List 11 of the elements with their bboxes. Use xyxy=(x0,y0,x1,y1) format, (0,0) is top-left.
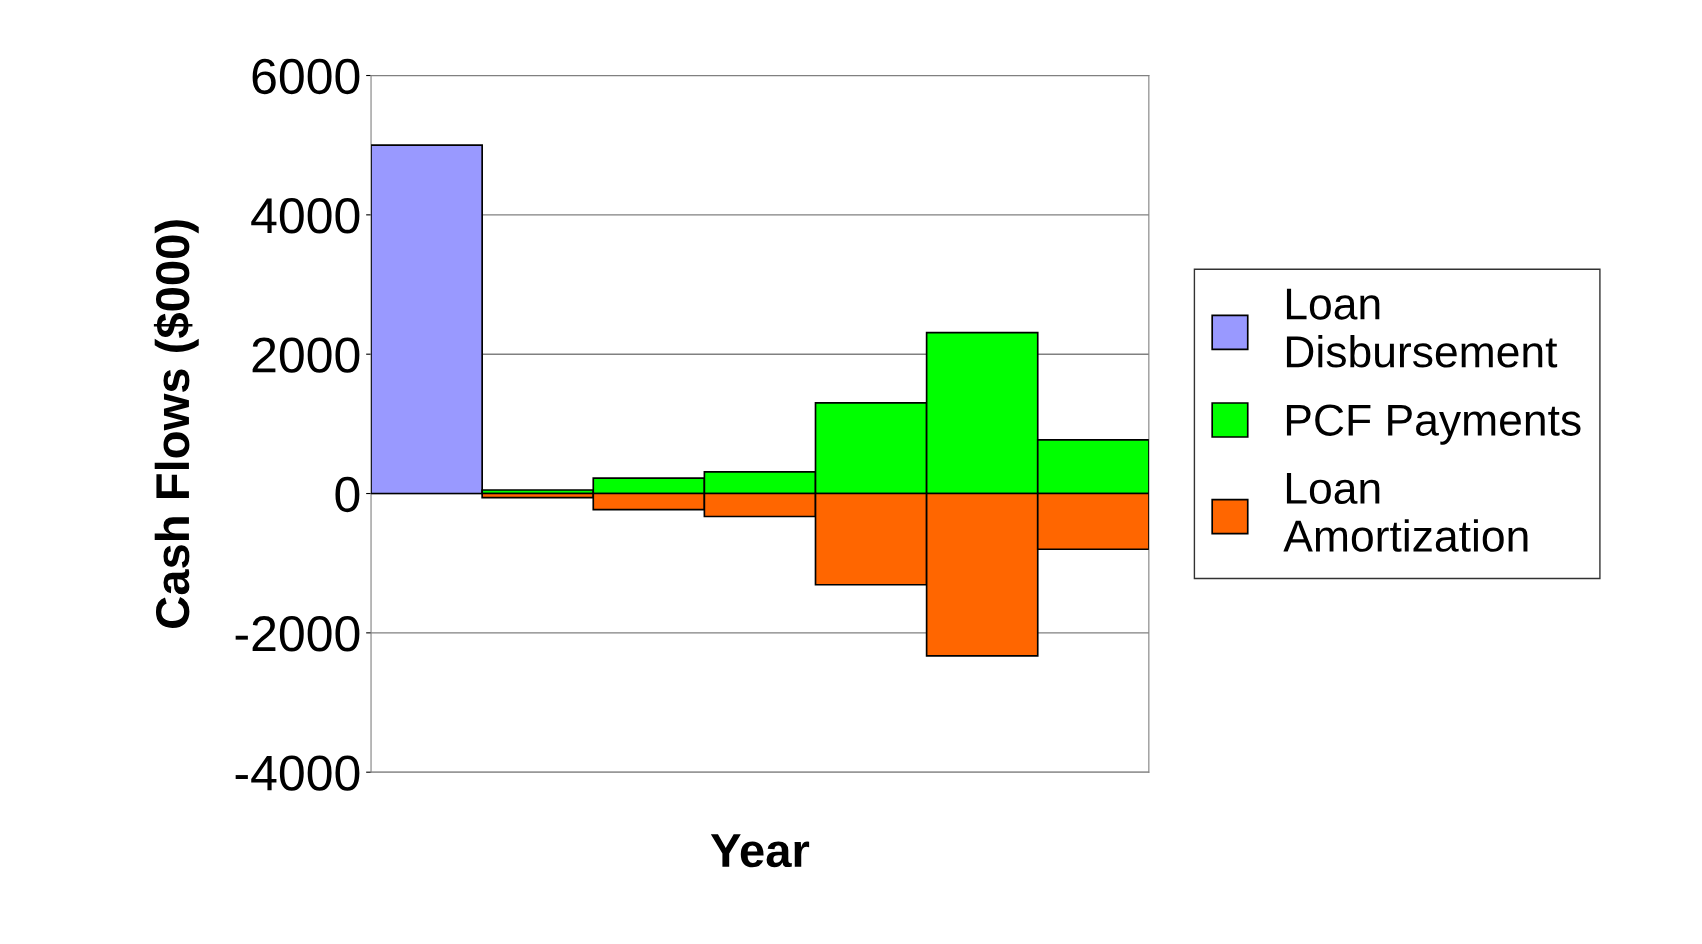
y-tick-label: 2000 xyxy=(252,337,360,373)
y-tick-label: 0 xyxy=(335,476,360,513)
legend-label: Loan Disbursement xyxy=(1286,288,1558,368)
x-axis-title: Year xyxy=(710,834,810,868)
y-tick-label: -2000 xyxy=(235,616,360,652)
y-tick-label: 6000 xyxy=(252,58,360,95)
legend-label: PCF Payments xyxy=(1286,404,1581,445)
y-tick-label: 4000 xyxy=(251,198,360,234)
y-tick-label: -4000 xyxy=(235,755,360,791)
legend-label: Loan Amortization xyxy=(1283,472,1528,552)
y-axis-title: Cash Flows ($000) xyxy=(153,220,199,628)
